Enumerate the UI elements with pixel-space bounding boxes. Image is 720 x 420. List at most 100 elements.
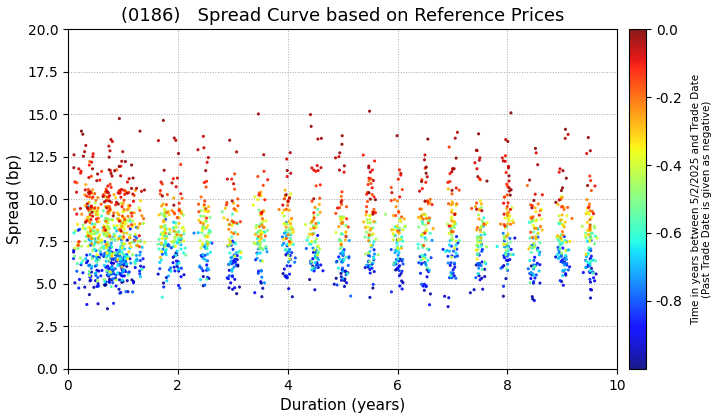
Point bbox=[229, 171, 240, 177]
Point bbox=[561, 247, 572, 254]
Point bbox=[256, 209, 268, 215]
Point bbox=[202, 154, 214, 161]
Point bbox=[101, 205, 112, 211]
Point bbox=[126, 185, 138, 192]
Point bbox=[556, 231, 567, 238]
Point bbox=[124, 255, 135, 262]
Point bbox=[554, 217, 566, 223]
Point bbox=[202, 265, 213, 271]
Point bbox=[122, 270, 134, 276]
Point bbox=[172, 239, 184, 246]
Point bbox=[557, 240, 568, 247]
Point bbox=[426, 255, 437, 261]
Point bbox=[117, 209, 129, 215]
Point bbox=[552, 255, 564, 262]
Point bbox=[391, 256, 402, 263]
Point bbox=[590, 233, 601, 240]
Point bbox=[199, 225, 211, 232]
Point bbox=[330, 210, 341, 217]
Point bbox=[495, 220, 506, 227]
Point bbox=[445, 273, 456, 279]
Point bbox=[163, 242, 174, 249]
Point bbox=[92, 205, 104, 211]
Point bbox=[557, 268, 569, 274]
Point bbox=[580, 264, 592, 271]
Point bbox=[312, 243, 324, 249]
Point bbox=[115, 194, 127, 201]
Point bbox=[102, 220, 114, 226]
Point bbox=[466, 205, 477, 212]
Point bbox=[115, 163, 127, 170]
Point bbox=[166, 207, 178, 214]
Point bbox=[171, 229, 183, 236]
Point bbox=[312, 162, 323, 169]
Point bbox=[196, 229, 207, 236]
Point bbox=[555, 196, 567, 203]
Point bbox=[68, 255, 79, 262]
Point bbox=[585, 227, 596, 234]
Point bbox=[88, 207, 99, 214]
Point bbox=[106, 264, 117, 271]
Point bbox=[227, 286, 238, 293]
Point bbox=[341, 233, 352, 240]
Point bbox=[503, 184, 515, 191]
Point bbox=[394, 215, 405, 222]
Point bbox=[99, 204, 111, 210]
Point bbox=[107, 266, 118, 273]
Point bbox=[306, 258, 318, 265]
Point bbox=[228, 246, 239, 253]
Point bbox=[418, 287, 430, 294]
Point bbox=[203, 203, 215, 210]
Point bbox=[337, 275, 348, 282]
Point bbox=[471, 206, 482, 213]
Point bbox=[334, 236, 346, 243]
Point bbox=[99, 230, 111, 236]
Point bbox=[102, 241, 114, 248]
Point bbox=[158, 231, 170, 237]
Point bbox=[114, 256, 125, 263]
Point bbox=[472, 239, 483, 245]
Point bbox=[199, 218, 211, 224]
Point bbox=[120, 220, 132, 226]
Point bbox=[197, 273, 209, 280]
Point bbox=[589, 240, 600, 247]
Point bbox=[502, 183, 513, 190]
Point bbox=[102, 183, 114, 189]
Point bbox=[200, 245, 212, 252]
Point bbox=[93, 240, 104, 247]
Point bbox=[163, 267, 175, 273]
Point bbox=[309, 238, 320, 244]
Point bbox=[532, 230, 544, 236]
Point bbox=[446, 191, 458, 197]
Point bbox=[85, 277, 96, 284]
Point bbox=[580, 233, 591, 239]
Point bbox=[195, 252, 207, 259]
Point bbox=[130, 260, 141, 267]
Point bbox=[84, 219, 96, 226]
Point bbox=[450, 202, 462, 209]
Point bbox=[393, 236, 405, 243]
Point bbox=[341, 228, 352, 235]
Point bbox=[526, 272, 538, 278]
Point bbox=[305, 258, 316, 265]
Point bbox=[364, 270, 376, 276]
Point bbox=[400, 223, 411, 229]
Point bbox=[363, 189, 374, 196]
Point bbox=[341, 279, 352, 286]
Point bbox=[91, 283, 103, 290]
Point bbox=[534, 261, 546, 268]
Point bbox=[90, 277, 102, 284]
Point bbox=[392, 256, 404, 262]
Point bbox=[106, 250, 117, 257]
Point bbox=[473, 131, 485, 137]
Point bbox=[587, 269, 598, 276]
Point bbox=[99, 262, 110, 269]
Point bbox=[168, 135, 180, 142]
Point bbox=[500, 249, 511, 256]
Point bbox=[120, 221, 131, 228]
Point bbox=[446, 231, 457, 238]
Point bbox=[392, 237, 404, 244]
Point bbox=[445, 202, 456, 208]
Point bbox=[81, 301, 93, 308]
Point bbox=[110, 272, 122, 278]
